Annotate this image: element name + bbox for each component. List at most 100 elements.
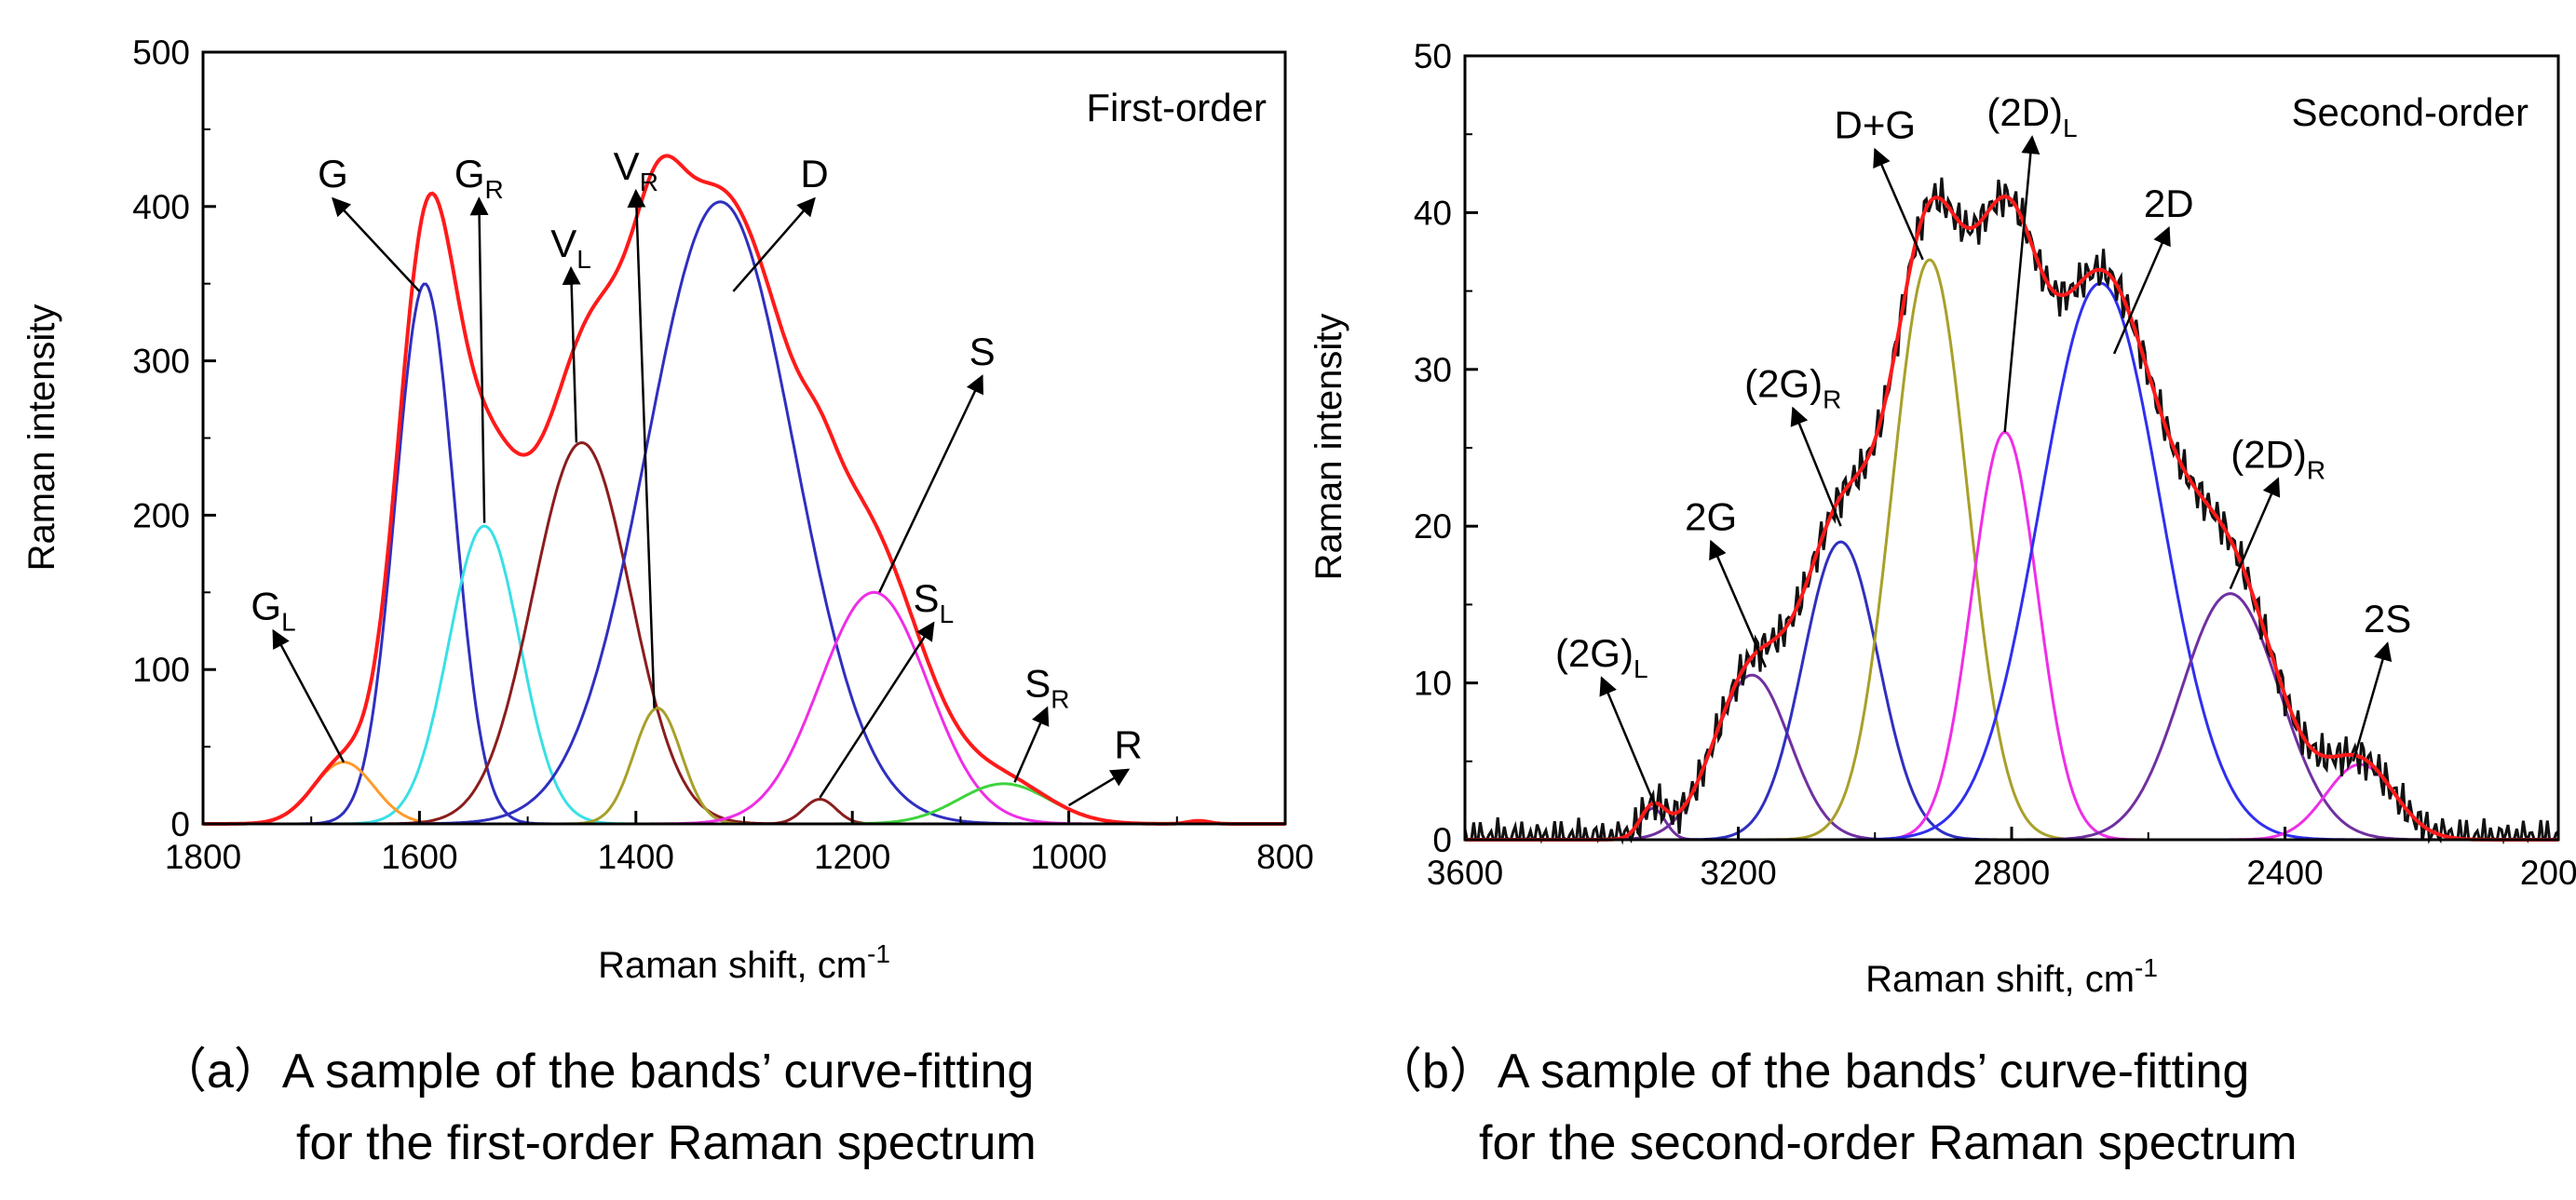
band-label-subscript: R — [1823, 384, 1841, 413]
band-label: 2S — [2364, 597, 2411, 640]
chart-panel-first-order: 1800 1600 1400 1200 1000 8000100200300400500 … — [21, 34, 1314, 1170]
band-label: R — [1114, 723, 1142, 767]
y-tick-label: 400 — [132, 188, 190, 226]
band-label-name: V — [614, 144, 640, 188]
band-label-name: D+G — [1834, 103, 1916, 147]
x-tick-label: 1800 — [165, 838, 241, 876]
band-arrow — [1709, 539, 1767, 668]
band-label-name: G — [318, 152, 348, 196]
band-arrow — [469, 196, 489, 523]
band-label: D+G — [1834, 103, 1916, 147]
y-tick-label: 10 — [1414, 665, 1452, 703]
caption-line-1: （a）A sample of the bands’ curve-fitting — [158, 1045, 1034, 1099]
x-axis-label: Raman shift, cm-1 — [598, 939, 890, 986]
band-label: (2D)L — [1986, 90, 2077, 142]
band-arrow — [2003, 135, 2040, 433]
band-arrow — [1013, 706, 1050, 783]
caption-line-2: for the second-order Raman spectrum — [1479, 1116, 2298, 1170]
band-arrow — [878, 374, 983, 593]
band-label-name: R — [1114, 723, 1142, 767]
band-arrow — [1599, 676, 1658, 809]
band-label-name: 2D — [2144, 182, 2194, 225]
band-label: SL — [914, 576, 955, 628]
band-label-subscript: R — [1051, 684, 1069, 713]
x-tick-label: 2800 — [1973, 854, 2050, 892]
x-tick-label: 1600 — [381, 838, 457, 876]
fitted-sum-line — [1465, 195, 2558, 842]
caption-line-1: （b）A sample of the bands’ curve-fitting — [1374, 1045, 2249, 1099]
band-label-subscript: R — [485, 175, 504, 204]
band-arrow — [1790, 406, 1842, 527]
x-axis-label-superscript: -1 — [2135, 953, 2158, 982]
band-label: VL — [550, 222, 591, 274]
y-tick-label: 20 — [1414, 507, 1452, 546]
band-label-subscript: R — [2307, 455, 2325, 484]
y-tick-label: 500 — [132, 34, 190, 72]
y-tick-label: 200 — [132, 496, 190, 534]
measured-spectrum-line — [1463, 177, 2559, 845]
y-tick-label: 30 — [1414, 351, 1452, 389]
y-tick-label: 0 — [170, 805, 190, 843]
band-label-name: S — [1024, 661, 1051, 705]
band-label: GR — [454, 152, 504, 204]
band-label: 2G — [1685, 495, 1737, 539]
y-axis-label: Raman intensity — [1308, 314, 1349, 581]
y-tick-label: 50 — [1414, 37, 1452, 75]
y-axis-label: Raman intensity — [21, 304, 62, 572]
band-curve-g-l — [203, 761, 1285, 826]
band-label-name: 2S — [2364, 597, 2411, 640]
band-label: (2G)R — [1744, 361, 1841, 413]
caption-prefix: （b） — [1374, 1045, 1498, 1099]
x-tick-label: 1200 — [814, 838, 890, 876]
band-label: 2D — [2144, 182, 2194, 225]
plot-frame — [1463, 54, 2560, 842]
x-tick-label: 1000 — [1030, 838, 1106, 876]
band-label-name: (2D) — [2230, 432, 2307, 476]
x-axis-label-superscript: -1 — [867, 939, 890, 968]
caption-text-1: A sample of the bands’ curve-fitting — [282, 1045, 1034, 1099]
band-arrow — [627, 188, 656, 708]
band-arrow — [332, 196, 421, 292]
band-label-name: D — [800, 152, 828, 196]
band-label: VR — [614, 144, 658, 196]
band-label-subscript: L — [1634, 654, 1648, 683]
band-label: S — [969, 330, 996, 373]
caption-line-2: for the first-order Raman spectrum — [296, 1116, 1037, 1170]
band-label-name: V — [550, 222, 576, 265]
first-order-ticks: 1800 1600 1400 1200 1000 800 0 100 200 300 400 500 — [132, 34, 1314, 876]
y-tick-label: 100 — [132, 651, 190, 689]
band-label-name: G — [454, 152, 485, 196]
band-arrow — [2229, 477, 2281, 590]
x-tick-label: 2400 — [2246, 854, 2323, 892]
x-axis-label-text: Raman shift, cm — [1865, 959, 2135, 1000]
band-label-name: G — [251, 584, 281, 627]
band-label-subscript: L — [281, 607, 296, 636]
caption-text-1: A sample of the bands’ curve-fitting — [1498, 1045, 2249, 1099]
caption-prefix: （a） — [158, 1045, 282, 1099]
band-label-name: S — [969, 330, 996, 373]
x-tick-label: 3200 — [1700, 854, 1776, 892]
band-curve-2g — [1465, 673, 2558, 842]
band-label: (2G)L — [1555, 631, 1648, 683]
band-label-subscript: R — [640, 168, 658, 196]
band-label-name: (2G) — [1744, 361, 1823, 405]
band-label: GL — [251, 584, 295, 636]
band-arrow — [562, 265, 581, 443]
x-tick-label: 1400 — [598, 838, 674, 876]
band-label: (2D)R — [2230, 432, 2325, 484]
fitted-sum-line — [203, 154, 1285, 826]
band-arrow — [732, 196, 816, 292]
chart-title: Second-order — [2292, 90, 2529, 134]
band-label-name: (2D) — [1986, 90, 2063, 134]
band-curve-g-r — [203, 524, 1285, 826]
band-arrow — [2352, 641, 2393, 762]
band-label-subscript: L — [576, 245, 591, 274]
band-arrow — [1873, 147, 1924, 261]
band-label-subscript: L — [2063, 114, 2078, 142]
x-tick-label: 3600 — [1427, 854, 1503, 892]
band-arrow — [272, 628, 346, 763]
y-tick-label: 300 — [132, 343, 190, 381]
